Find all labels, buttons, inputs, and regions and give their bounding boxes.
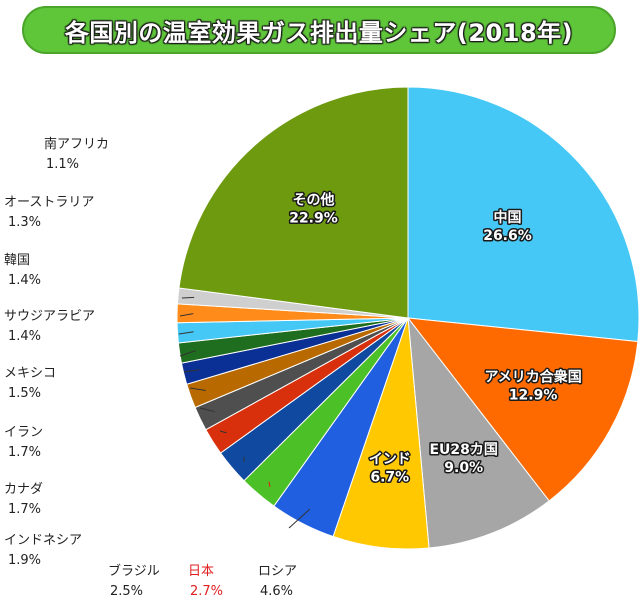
slice-label-16: その他 22.9%	[289, 191, 338, 226]
slice-name: ブラジル	[108, 563, 160, 579]
leader-line-6	[268, 481, 271, 488]
slice-name: イラン	[4, 425, 43, 440]
slice-value: 2.5%	[110, 584, 143, 599]
pie-slice-2	[406, 317, 639, 502]
chart-title-banner: 各国別の温室効果ガス排出量シェア(2018年)	[22, 6, 616, 54]
slice-label-9: カナダ 1.7%	[4, 482, 43, 517]
slice-value: 6.7%	[370, 469, 409, 485]
slice-label-5: ロシア 4.6%	[258, 564, 297, 599]
slice-value: 1.4%	[8, 329, 41, 344]
slice-value: 2.7%	[190, 584, 223, 599]
leader-line-14	[179, 313, 194, 317]
slice-label-12: サウジアラビア 1.4%	[4, 309, 95, 344]
slice-name: ロシア	[258, 564, 297, 579]
slice-value: 1.3%	[8, 215, 41, 230]
slice-value: 22.9%	[289, 210, 338, 226]
slice-value: 1.9%	[8, 553, 41, 568]
leader-line-9	[199, 407, 215, 413]
slice-name: 中国	[494, 209, 522, 226]
slice-value: 12.9%	[509, 388, 558, 404]
slice-name: その他	[293, 191, 335, 208]
slice-name: サウジアラビア	[4, 309, 95, 324]
slice-value: 1.4%	[8, 273, 41, 288]
leader-line-8	[219, 430, 227, 434]
slice-label-8: インドネシア 1.9%	[4, 533, 82, 568]
slice-label-13: 韓国 1.4%	[4, 253, 41, 288]
slice-name: 日本	[188, 564, 214, 579]
slice-label-11: メキシコ 1.5%	[4, 366, 56, 401]
slice-name: 南アフリカ	[44, 136, 109, 152]
slice-name: アメリカ合衆国	[484, 369, 581, 386]
slice-value: 1.5%	[8, 386, 41, 401]
slice-name: 韓国	[4, 253, 30, 268]
leader-line-11	[183, 369, 200, 373]
slice-value: 4.6%	[260, 584, 293, 599]
slice-label-10: イラン 1.7%	[4, 425, 43, 460]
slice-label-4: インド 6.7%	[369, 451, 411, 485]
slice-value: 1.7%	[8, 445, 41, 460]
leader-line-13	[178, 331, 194, 335]
slice-label-3: EU28カ国 9.0%	[429, 442, 497, 476]
slice-value: 26.6%	[483, 228, 532, 244]
slice-name: カナダ	[4, 482, 43, 497]
slice-name: オーストラリア	[4, 195, 94, 210]
slice-name: メキシコ	[4, 366, 56, 381]
slice-label-2: アメリカ合衆国 12.9%	[484, 369, 581, 404]
pie-slice-16	[178, 86, 409, 319]
slice-label-15: 南アフリカ 1.1%	[44, 136, 109, 172]
slice-label-7: ブラジル 2.5%	[108, 563, 160, 599]
leader-line-5	[288, 508, 311, 529]
leader-line-12	[179, 350, 196, 357]
slice-name: EU28カ国	[429, 442, 497, 458]
slice-value: 1.7%	[8, 502, 41, 517]
slice-label-1: 中国 26.6%	[483, 209, 532, 244]
leader-line-15	[181, 296, 195, 299]
slice-name: インド	[369, 451, 411, 467]
chart-title: 各国別の温室効果ガス排出量シェア(2018年)	[64, 18, 574, 47]
pie-slice-3	[407, 316, 550, 549]
pie-slice-1	[407, 86, 640, 343]
slice-label-14: オーストラリア 1.3%	[4, 195, 94, 230]
slice-label-6: 日本 2.7%	[188, 564, 223, 599]
slice-value: 1.1%	[46, 157, 79, 172]
leader-line-10	[189, 387, 206, 391]
slice-value: 9.0%	[444, 460, 483, 476]
slice-name: インドネシア	[4, 533, 82, 548]
